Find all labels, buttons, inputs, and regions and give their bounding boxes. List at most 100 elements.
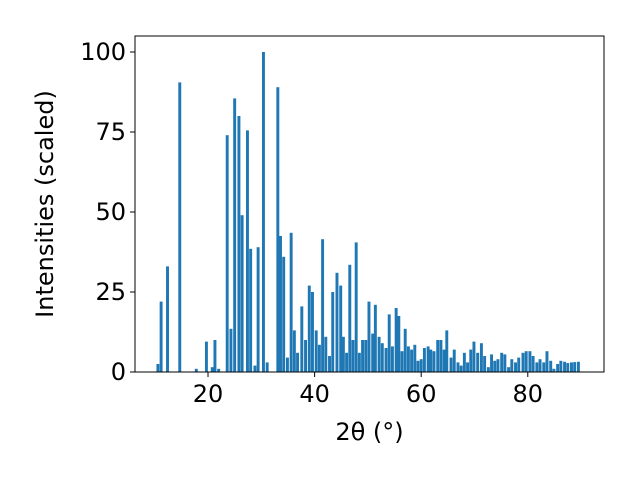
- bar: [559, 360, 563, 372]
- bar: [233, 98, 237, 373]
- bars-group: [156, 52, 580, 373]
- bar: [307, 285, 311, 372]
- bar: [289, 232, 293, 372]
- bar: [371, 333, 375, 372]
- bar: [556, 364, 560, 372]
- bar: [436, 340, 440, 372]
- bar: [304, 340, 308, 372]
- bar: [545, 351, 549, 372]
- bar: [521, 352, 525, 372]
- bar: [479, 343, 483, 372]
- bar: [265, 362, 269, 372]
- bar: [256, 247, 260, 372]
- bar: [345, 352, 349, 372]
- bar: [380, 343, 384, 372]
- bar: [486, 367, 490, 372]
- bar: [472, 341, 476, 372]
- bar: [204, 341, 208, 372]
- bar: [462, 352, 466, 372]
- bar: [542, 362, 546, 372]
- bar: [390, 346, 394, 372]
- y-tick-label: 100: [80, 38, 126, 66]
- y-tick-label: 75: [95, 118, 126, 146]
- bar: [331, 292, 335, 372]
- x-axis-label: 2θ (°): [335, 418, 403, 446]
- x-tick-label: 80: [513, 380, 544, 408]
- bar: [429, 349, 433, 372]
- bar: [384, 348, 388, 372]
- bar: [419, 359, 423, 372]
- bar: [442, 349, 446, 372]
- bar: [432, 351, 436, 372]
- bar: [240, 215, 244, 372]
- bar: [422, 348, 426, 372]
- bar: [573, 362, 577, 372]
- bar: [445, 330, 449, 372]
- bar: [397, 316, 401, 372]
- bar: [217, 368, 221, 372]
- bar: [253, 365, 257, 372]
- y-axis-ticks: 0 25 50 75 100: [80, 38, 135, 386]
- bar: [406, 346, 410, 372]
- y-tick-label: 25: [95, 278, 126, 306]
- bar: [510, 359, 514, 372]
- bar: [367, 301, 371, 372]
- bar: [194, 368, 198, 372]
- y-tick-label: 0: [111, 358, 126, 386]
- bar: [296, 352, 300, 372]
- bar: [178, 82, 182, 373]
- bar: [476, 352, 480, 372]
- bar: [549, 360, 553, 372]
- bar: [324, 336, 328, 372]
- bar: [213, 340, 217, 372]
- bar: [225, 135, 229, 372]
- bar: [300, 306, 304, 372]
- bar: [328, 356, 331, 372]
- plot-frame: [134, 35, 605, 373]
- bar: [531, 356, 535, 372]
- bar: [538, 359, 542, 372]
- bar: [229, 328, 233, 372]
- bar: [377, 336, 381, 372]
- bar: [357, 352, 361, 372]
- bar: [311, 292, 314, 372]
- bar: [466, 362, 470, 372]
- bar: [490, 354, 494, 372]
- bar: [535, 362, 539, 372]
- bar: [524, 351, 528, 372]
- bar: [576, 361, 580, 372]
- bar: [321, 239, 325, 372]
- bar: [317, 344, 321, 372]
- bar: [503, 354, 507, 372]
- bar: [159, 301, 163, 372]
- y-tick-label: 50: [95, 198, 126, 226]
- y-axis-label: Intensities (scaled): [31, 90, 59, 318]
- bar: [563, 361, 567, 372]
- bar: [354, 242, 358, 372]
- bar: [413, 344, 417, 372]
- bar: [449, 357, 453, 372]
- bar: [373, 304, 377, 372]
- bar: [514, 362, 517, 372]
- bar: [341, 336, 345, 372]
- bar: [166, 266, 169, 372]
- bar: [410, 349, 414, 372]
- bar: [348, 264, 352, 372]
- bar: [156, 364, 160, 372]
- bar: [452, 349, 456, 372]
- bar: [439, 340, 443, 372]
- bar: [459, 365, 463, 372]
- bar: [493, 360, 497, 372]
- bar: [361, 340, 365, 372]
- bar: [416, 360, 420, 372]
- bar: [483, 356, 487, 372]
- bar: [210, 367, 214, 372]
- bar: [507, 367, 511, 372]
- bar: [394, 308, 398, 372]
- bar: [552, 368, 556, 372]
- bar: [249, 248, 253, 372]
- bar: [456, 362, 460, 372]
- bar: [237, 116, 241, 372]
- bar: [351, 340, 355, 372]
